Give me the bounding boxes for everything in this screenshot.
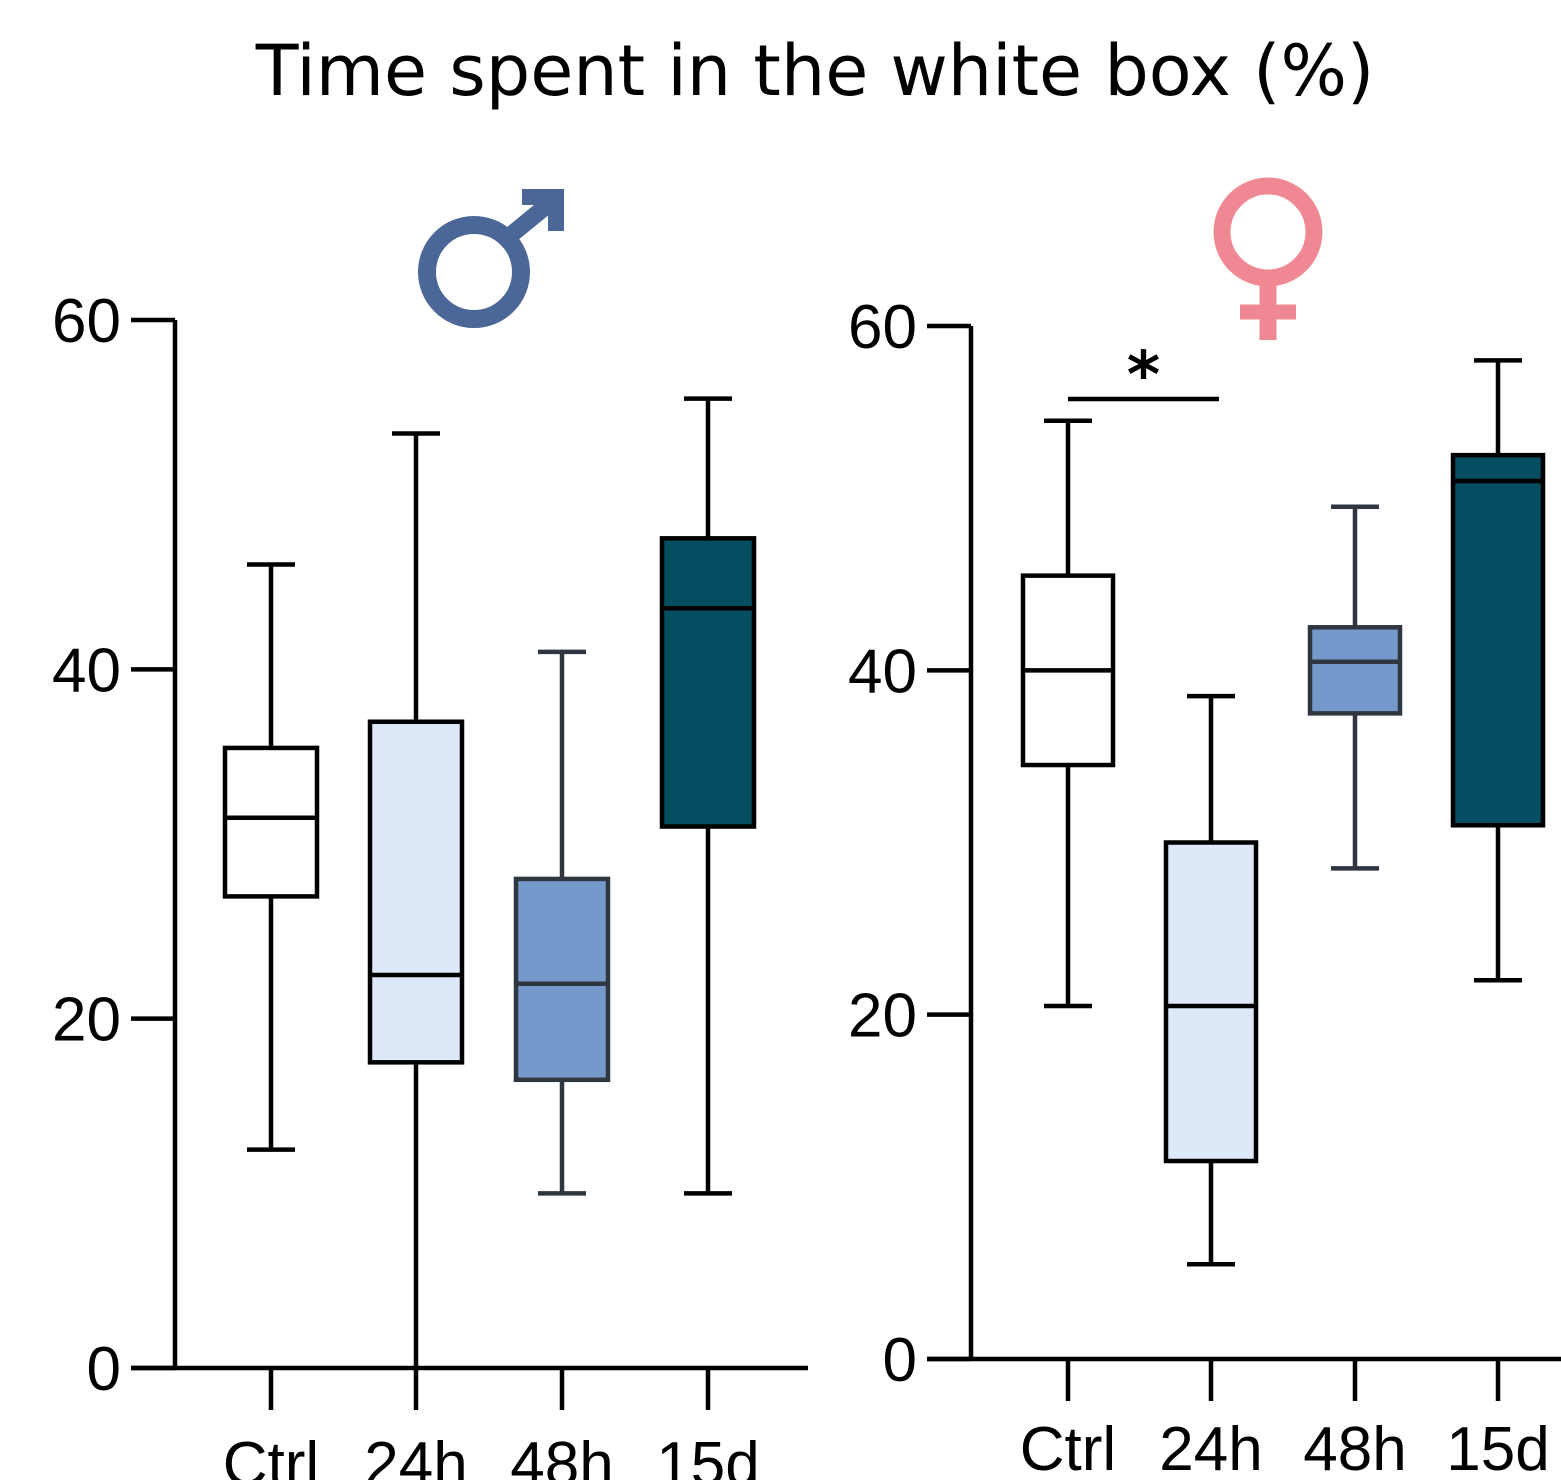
iqr-box xyxy=(1450,452,1546,828)
box-48h xyxy=(513,649,611,1196)
female-symbol-ring xyxy=(1213,177,1323,287)
iqr-box xyxy=(659,536,757,829)
iqr-box xyxy=(367,719,465,1065)
iqr-box xyxy=(1163,840,1259,1164)
chart-title: Time spent in the white box (%) xyxy=(255,30,1375,112)
box-15d xyxy=(659,396,757,1196)
y-tick-label: 20 xyxy=(848,982,917,1051)
box-Ctrl xyxy=(1020,418,1116,1009)
iqr-box xyxy=(513,876,611,1083)
y-tick-label: 20 xyxy=(52,986,121,1055)
x-tick-label: Ctrl xyxy=(223,1430,319,1480)
female-symbol-icon xyxy=(1213,177,1323,340)
male-symbol-arrowhead xyxy=(522,189,564,231)
x-tick-label: 24h xyxy=(1159,1415,1262,1480)
iqr-box xyxy=(222,745,320,899)
y-tick-label: 0 xyxy=(883,1326,917,1395)
box-15d xyxy=(1450,358,1546,983)
y-tick-label: 40 xyxy=(52,636,121,705)
x-tick-label: Ctrl xyxy=(1020,1415,1116,1480)
y-tick-label: 40 xyxy=(848,637,917,706)
y-tick-label: 60 xyxy=(848,293,917,362)
significance-label: * xyxy=(1127,339,1160,413)
iqr-box xyxy=(1307,625,1403,716)
female-panel: 0 20 40 60 Ctrl 24h 48h 15d * xyxy=(848,177,1561,1480)
x-tick-label: 48h xyxy=(510,1430,613,1480)
male-panel: 0 20 40 60 Ctrl 24h 48h 15d xyxy=(52,189,808,1480)
male-symbol-icon xyxy=(418,189,564,328)
x-tick-label: 24h xyxy=(364,1430,467,1480)
box-24h xyxy=(367,431,465,1368)
x-tick-label: 15d xyxy=(656,1430,759,1480)
box-48h xyxy=(1307,504,1403,871)
x-tick-label: 15d xyxy=(1446,1415,1549,1480)
box-Ctrl xyxy=(222,562,320,1152)
x-tick-label: 48h xyxy=(1303,1415,1406,1480)
box-24h xyxy=(1163,693,1259,1267)
male-symbol-ring xyxy=(418,216,530,328)
y-tick-label: 60 xyxy=(52,287,121,356)
y-tick-label: 0 xyxy=(87,1335,121,1404)
